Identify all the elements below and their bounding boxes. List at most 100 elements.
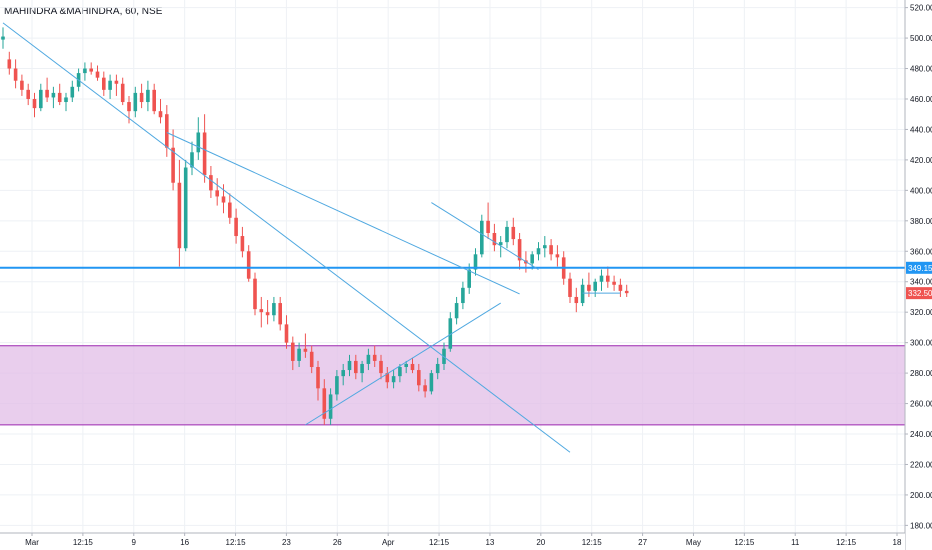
y-tick-label: 240.00: [910, 430, 932, 439]
grid-layer: [0, 0, 905, 533]
candle-up: [108, 80, 112, 90]
candle-down: [57, 92, 62, 103]
candle-down: [114, 80, 119, 84]
candle-down: [7, 59, 12, 69]
y-tick-label: 320.00: [910, 308, 932, 317]
candle-down: [303, 348, 308, 352]
y-tick-label: 260.00: [910, 400, 932, 409]
candle-up: [146, 89, 150, 103]
x-tick-label: 11: [791, 538, 800, 547]
candle-up: [341, 370, 345, 377]
candle-down: [486, 220, 490, 233]
candle-down: [234, 217, 238, 237]
candle-up: [593, 281, 597, 291]
x-tick-label: 16: [180, 538, 189, 547]
x-tick-label: 12:15: [429, 538, 450, 547]
y-tick-label: 200.00: [910, 491, 932, 500]
candle-down: [284, 324, 289, 343]
price-axis-bg: [905, 0, 932, 550]
x-tick-label: 20: [536, 538, 545, 547]
candle-down: [20, 80, 24, 90]
candle-up: [51, 92, 56, 98]
trendline: [431, 202, 539, 270]
candle-down: [385, 373, 390, 383]
candle-down: [265, 312, 270, 316]
candle-up: [536, 248, 541, 255]
candle-down: [309, 351, 314, 368]
y-tick-label: 360.00: [910, 247, 932, 256]
candle-down: [165, 114, 169, 148]
candle-up: [599, 275, 604, 282]
candle-up: [183, 167, 188, 249]
x-tick-label: 9: [132, 538, 137, 547]
candle-up: [347, 360, 352, 371]
y-tick-label: 340.00: [910, 278, 932, 287]
candle-down: [177, 182, 182, 249]
price-badge: [906, 287, 932, 300]
x-tick-label: 12:15: [734, 538, 755, 547]
candle-up: [133, 92, 138, 112]
candle-down: [139, 92, 144, 103]
y-tick-label: 380.00: [910, 217, 932, 226]
x-tick-label: 23: [282, 538, 291, 547]
x-tick-label: 13: [485, 538, 494, 547]
y-tick-label: 280.00: [910, 369, 932, 378]
candle-down: [259, 309, 264, 313]
candle-down: [95, 71, 100, 78]
candle-down: [158, 111, 163, 118]
candle-up: [480, 220, 484, 255]
candle-down: [587, 284, 591, 291]
candle-down: [574, 296, 579, 304]
y-tick-label: 220.00: [910, 460, 932, 469]
candle-up: [335, 376, 339, 395]
y-tick-label: 520.00: [910, 4, 932, 13]
candle-down: [372, 354, 377, 361]
candle-down: [209, 175, 213, 191]
candle-down: [13, 68, 18, 81]
candle-up: [473, 254, 478, 270]
candle-down: [423, 385, 427, 392]
candle-down: [410, 363, 415, 371]
candle-down: [606, 275, 610, 282]
candle-down: [612, 281, 616, 285]
x-tick-label: Mar: [25, 538, 39, 547]
trendline: [2, 22, 571, 453]
candle-down: [127, 102, 131, 112]
x-tick-label: 12:15: [226, 538, 247, 547]
candle-up: [530, 254, 534, 264]
candle-down: [291, 342, 295, 361]
candle-up: [196, 132, 201, 153]
candle-up: [83, 68, 87, 74]
candle-up: [190, 152, 194, 168]
zone-layer: [0, 345, 905, 426]
x-tick-label: 18: [893, 538, 902, 547]
trendline: [166, 132, 520, 295]
candle-down: [379, 360, 383, 374]
candle-up: [404, 363, 408, 368]
y-tick-label: 300.00: [910, 339, 932, 348]
candle-up: [391, 376, 396, 383]
y-tick-label: 500.00: [910, 34, 932, 43]
candle-up: [429, 373, 434, 392]
candle-down: [246, 251, 251, 279]
candle-down: [511, 226, 516, 240]
demand-zone: [0, 345, 905, 425]
candle-up: [435, 363, 440, 374]
candle-up: [454, 303, 459, 319]
candle-down: [555, 254, 560, 258]
candle-down: [152, 89, 156, 112]
candle-down: [624, 290, 629, 294]
y-tick-label: 400.00: [910, 186, 932, 195]
candle-up: [70, 86, 75, 98]
candle-up: [366, 354, 371, 364]
trendline: [305, 302, 501, 426]
candle-down: [278, 303, 282, 325]
candle-down: [171, 147, 175, 183]
price-badge-label: 332.50: [908, 289, 932, 298]
y-tick-label: 420.00: [910, 156, 932, 165]
candle-down: [492, 232, 497, 246]
candle-layer: [1, 27, 629, 425]
candle-down: [45, 89, 49, 98]
